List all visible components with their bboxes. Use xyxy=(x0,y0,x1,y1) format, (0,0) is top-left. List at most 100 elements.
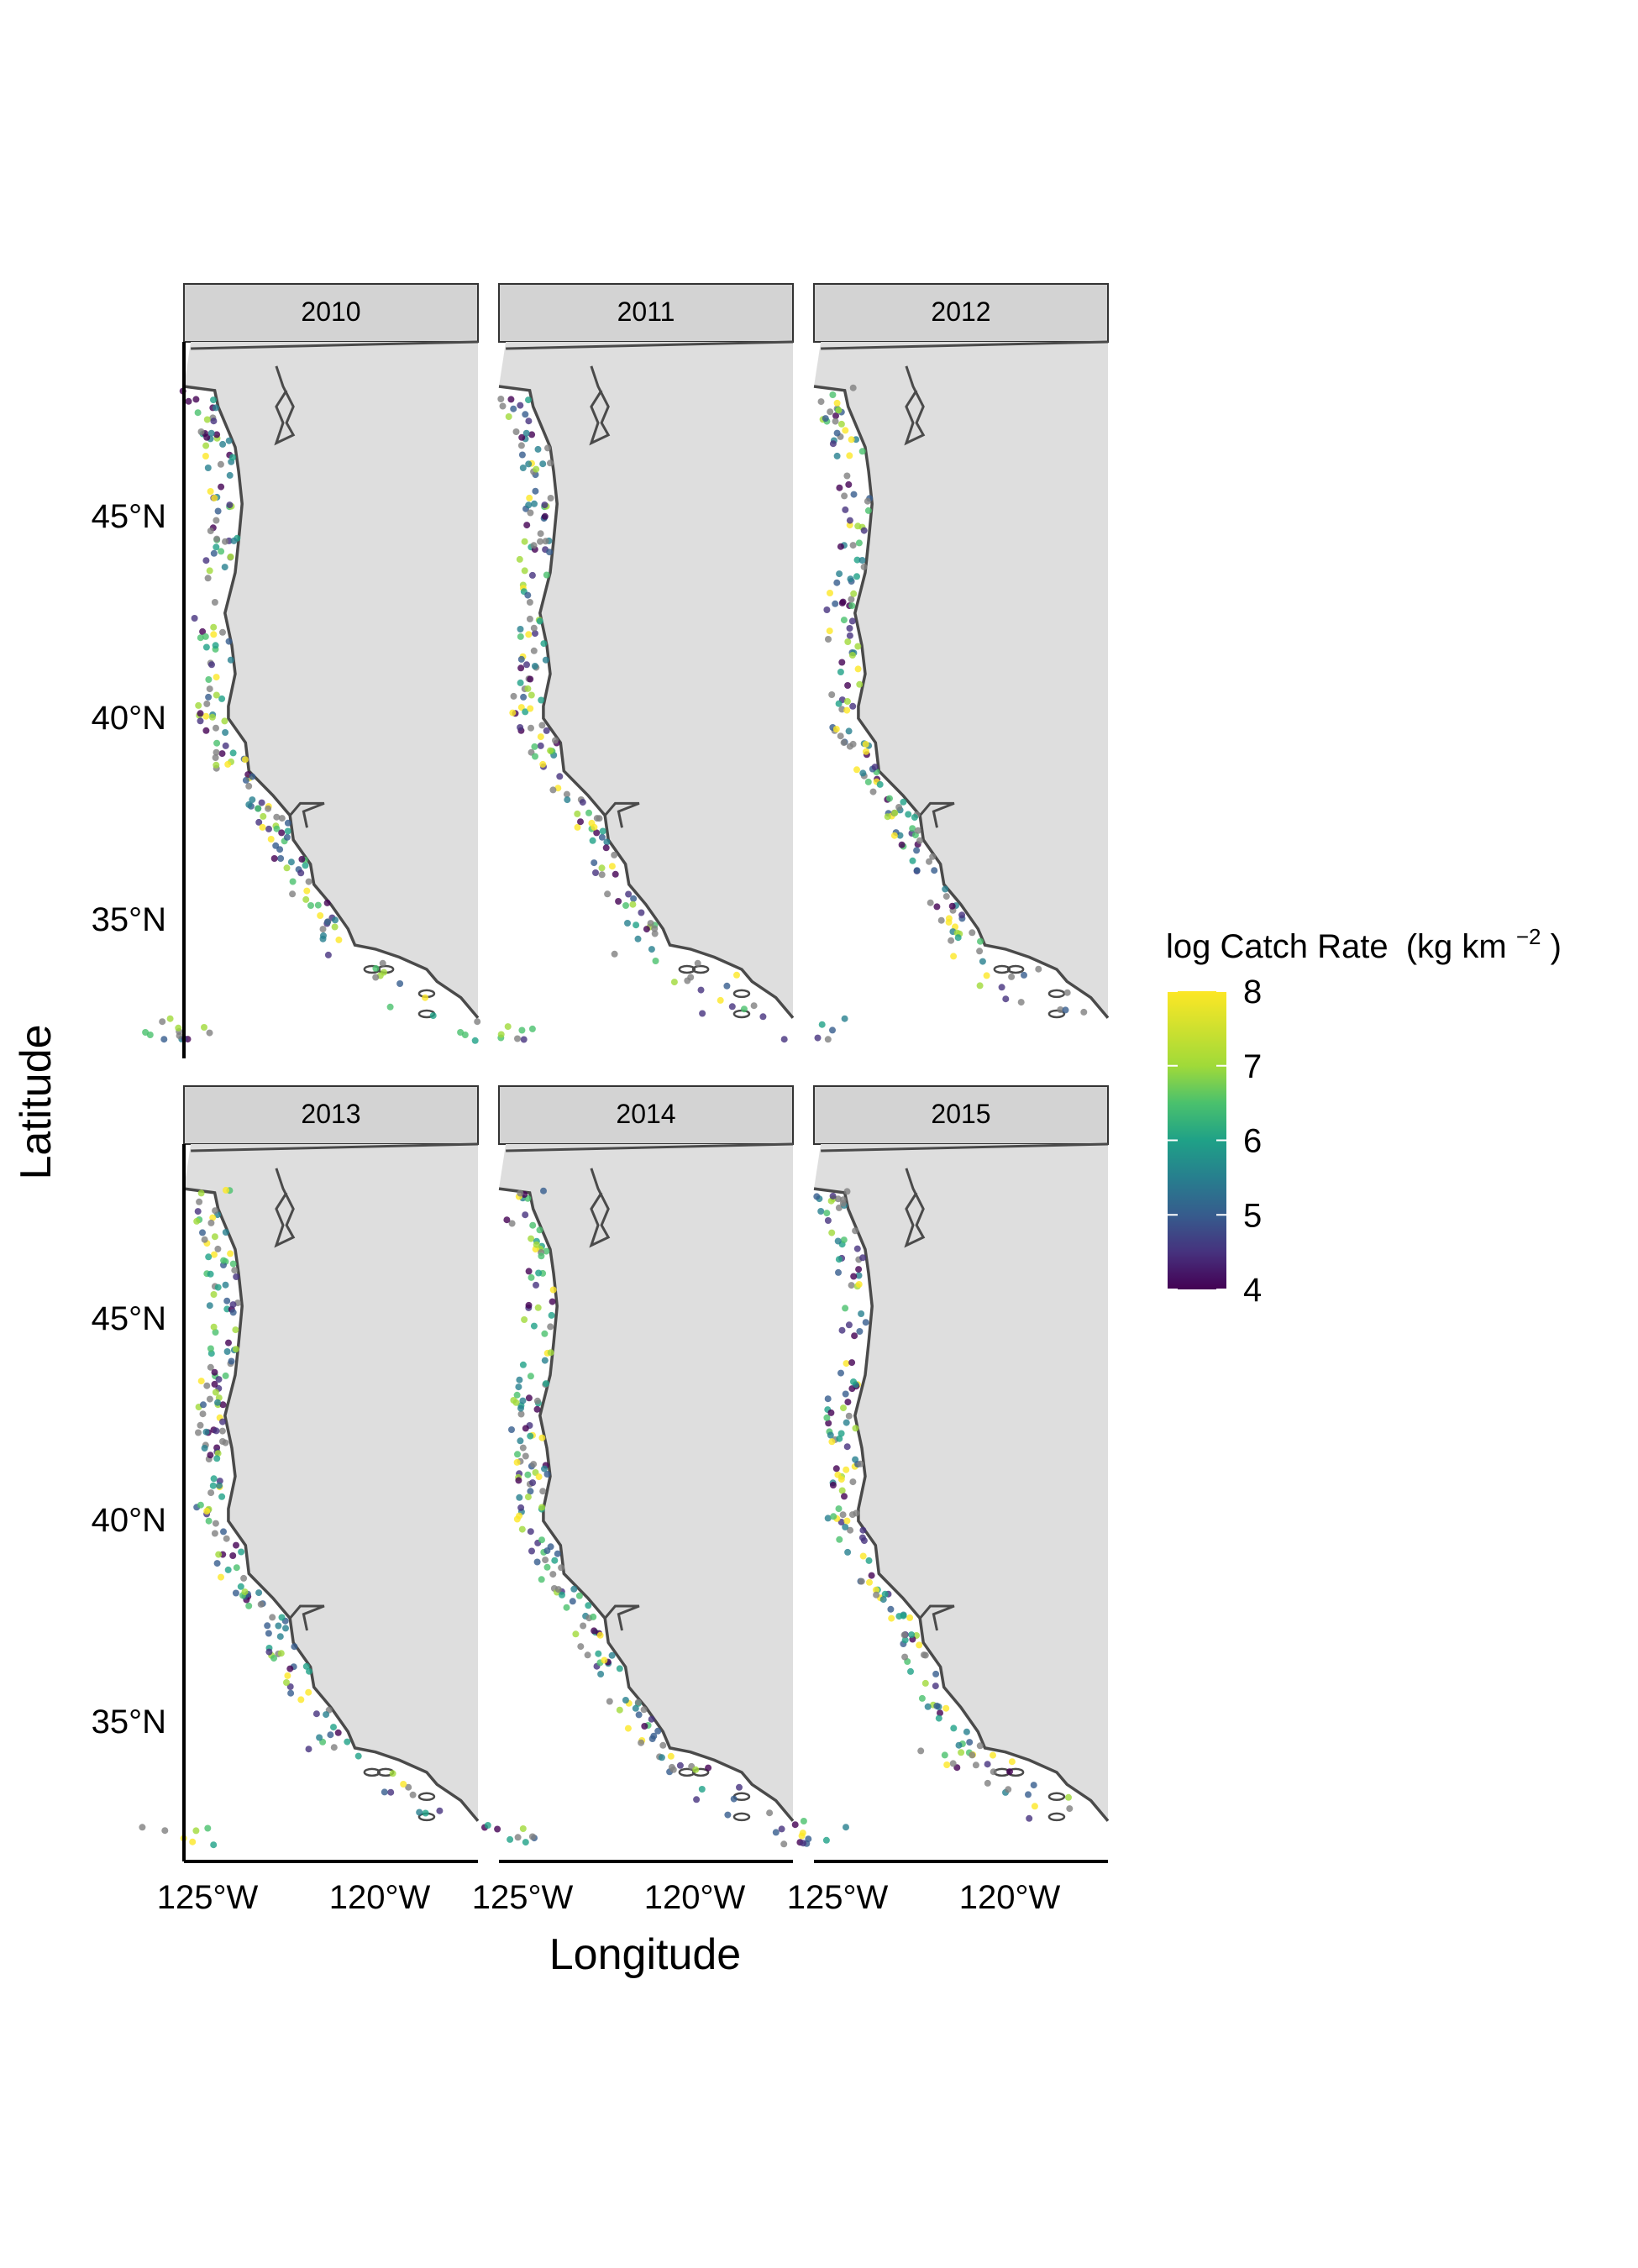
survey-point xyxy=(208,661,215,669)
survey-point xyxy=(522,1425,529,1432)
survey-point xyxy=(846,517,853,524)
survey-point xyxy=(537,733,544,741)
survey-point xyxy=(541,501,549,509)
survey-point xyxy=(549,1571,557,1578)
survey-point xyxy=(838,1326,846,1334)
survey-point xyxy=(863,748,869,755)
survey-point xyxy=(416,1809,423,1816)
facet-strip-label: 2014 xyxy=(616,1099,675,1129)
survey-point xyxy=(856,680,864,688)
survey-point xyxy=(260,812,267,820)
survey-point xyxy=(724,1811,732,1819)
survey-point xyxy=(225,1339,232,1347)
survey-point xyxy=(241,1588,249,1596)
survey-point xyxy=(207,1489,215,1497)
survey-point xyxy=(225,437,233,444)
survey-point xyxy=(950,1725,958,1732)
survey-point xyxy=(527,1432,534,1440)
survey-point xyxy=(516,555,523,563)
survey-point xyxy=(836,484,843,491)
survey-point xyxy=(307,902,314,909)
survey-point xyxy=(317,912,324,919)
survey-point xyxy=(835,407,843,414)
survey-point xyxy=(330,1744,338,1751)
survey-point xyxy=(651,925,659,932)
survey-point xyxy=(213,691,220,699)
survey-point xyxy=(634,935,642,942)
survey-point xyxy=(533,1558,541,1566)
survey-point xyxy=(533,465,540,473)
survey-point xyxy=(238,1548,245,1556)
survey-point xyxy=(548,1311,555,1319)
survey-point xyxy=(632,1704,639,1712)
survey-point xyxy=(901,1653,909,1661)
survey-point xyxy=(207,1452,214,1459)
survey-point xyxy=(843,1466,850,1473)
survey-point xyxy=(837,1369,844,1377)
survey-point xyxy=(840,1236,848,1244)
survey-point xyxy=(1025,1791,1032,1798)
survey-point xyxy=(209,1482,217,1489)
survey-point xyxy=(516,1376,523,1383)
survey-point xyxy=(846,625,853,632)
survey-point xyxy=(213,431,221,438)
survey-point xyxy=(175,1024,182,1032)
island-outline xyxy=(363,1767,381,1777)
survey-point xyxy=(549,1286,557,1294)
sf-bay-outline xyxy=(604,801,640,828)
island-outline xyxy=(691,1767,710,1777)
survey-point xyxy=(593,829,601,837)
survey-point xyxy=(598,864,606,872)
survey-point xyxy=(201,1445,208,1452)
survey-point xyxy=(537,530,544,538)
survey-point xyxy=(547,1349,554,1357)
survey-point xyxy=(214,1399,221,1406)
survey-point xyxy=(853,766,860,774)
island-outline xyxy=(363,964,381,974)
survey-point xyxy=(267,836,275,843)
survey-point xyxy=(854,643,862,650)
border-line xyxy=(191,340,479,350)
survey-point xyxy=(303,887,311,895)
survey-point xyxy=(800,1840,807,1847)
survey-point xyxy=(538,696,545,704)
survey-point xyxy=(539,460,547,468)
survey-point xyxy=(544,444,551,452)
survey-point xyxy=(457,1029,465,1036)
survey-point xyxy=(213,748,220,756)
facet-panel: 2015 xyxy=(772,1085,1110,1848)
survey-point xyxy=(1030,1782,1037,1789)
island-outline xyxy=(1047,989,1066,999)
legend-title-close: ) xyxy=(1551,928,1562,965)
survey-point xyxy=(611,950,618,958)
survey-point xyxy=(881,1590,889,1598)
survey-point xyxy=(858,557,866,564)
survey-point xyxy=(842,506,849,513)
puget-sound-outline xyxy=(589,1168,611,1248)
survey-point xyxy=(211,1380,218,1388)
island-outline xyxy=(732,989,751,999)
survey-point xyxy=(1021,971,1027,979)
survey-point xyxy=(554,1586,562,1593)
survey-point xyxy=(942,893,950,900)
survey-point xyxy=(933,903,941,911)
survey-point xyxy=(207,1270,214,1278)
survey-point xyxy=(522,708,529,716)
survey-point xyxy=(942,885,949,893)
survey-point xyxy=(857,1460,864,1467)
survey-point xyxy=(933,1702,941,1709)
survey-point xyxy=(270,855,278,862)
survey-point xyxy=(932,1683,939,1690)
survey-point xyxy=(210,1291,218,1298)
facet-panel: 2011 xyxy=(457,283,795,1044)
survey-point xyxy=(220,1257,228,1264)
y-tick-label: 35°N xyxy=(92,1704,166,1740)
survey-point xyxy=(474,1018,481,1026)
survey-point xyxy=(585,1602,592,1609)
survey-point xyxy=(818,1021,826,1028)
survey-point xyxy=(538,1536,545,1544)
survey-point xyxy=(522,411,529,418)
survey-point xyxy=(211,1233,218,1241)
facet-strip xyxy=(813,1085,1109,1145)
survey-point xyxy=(386,1003,394,1011)
